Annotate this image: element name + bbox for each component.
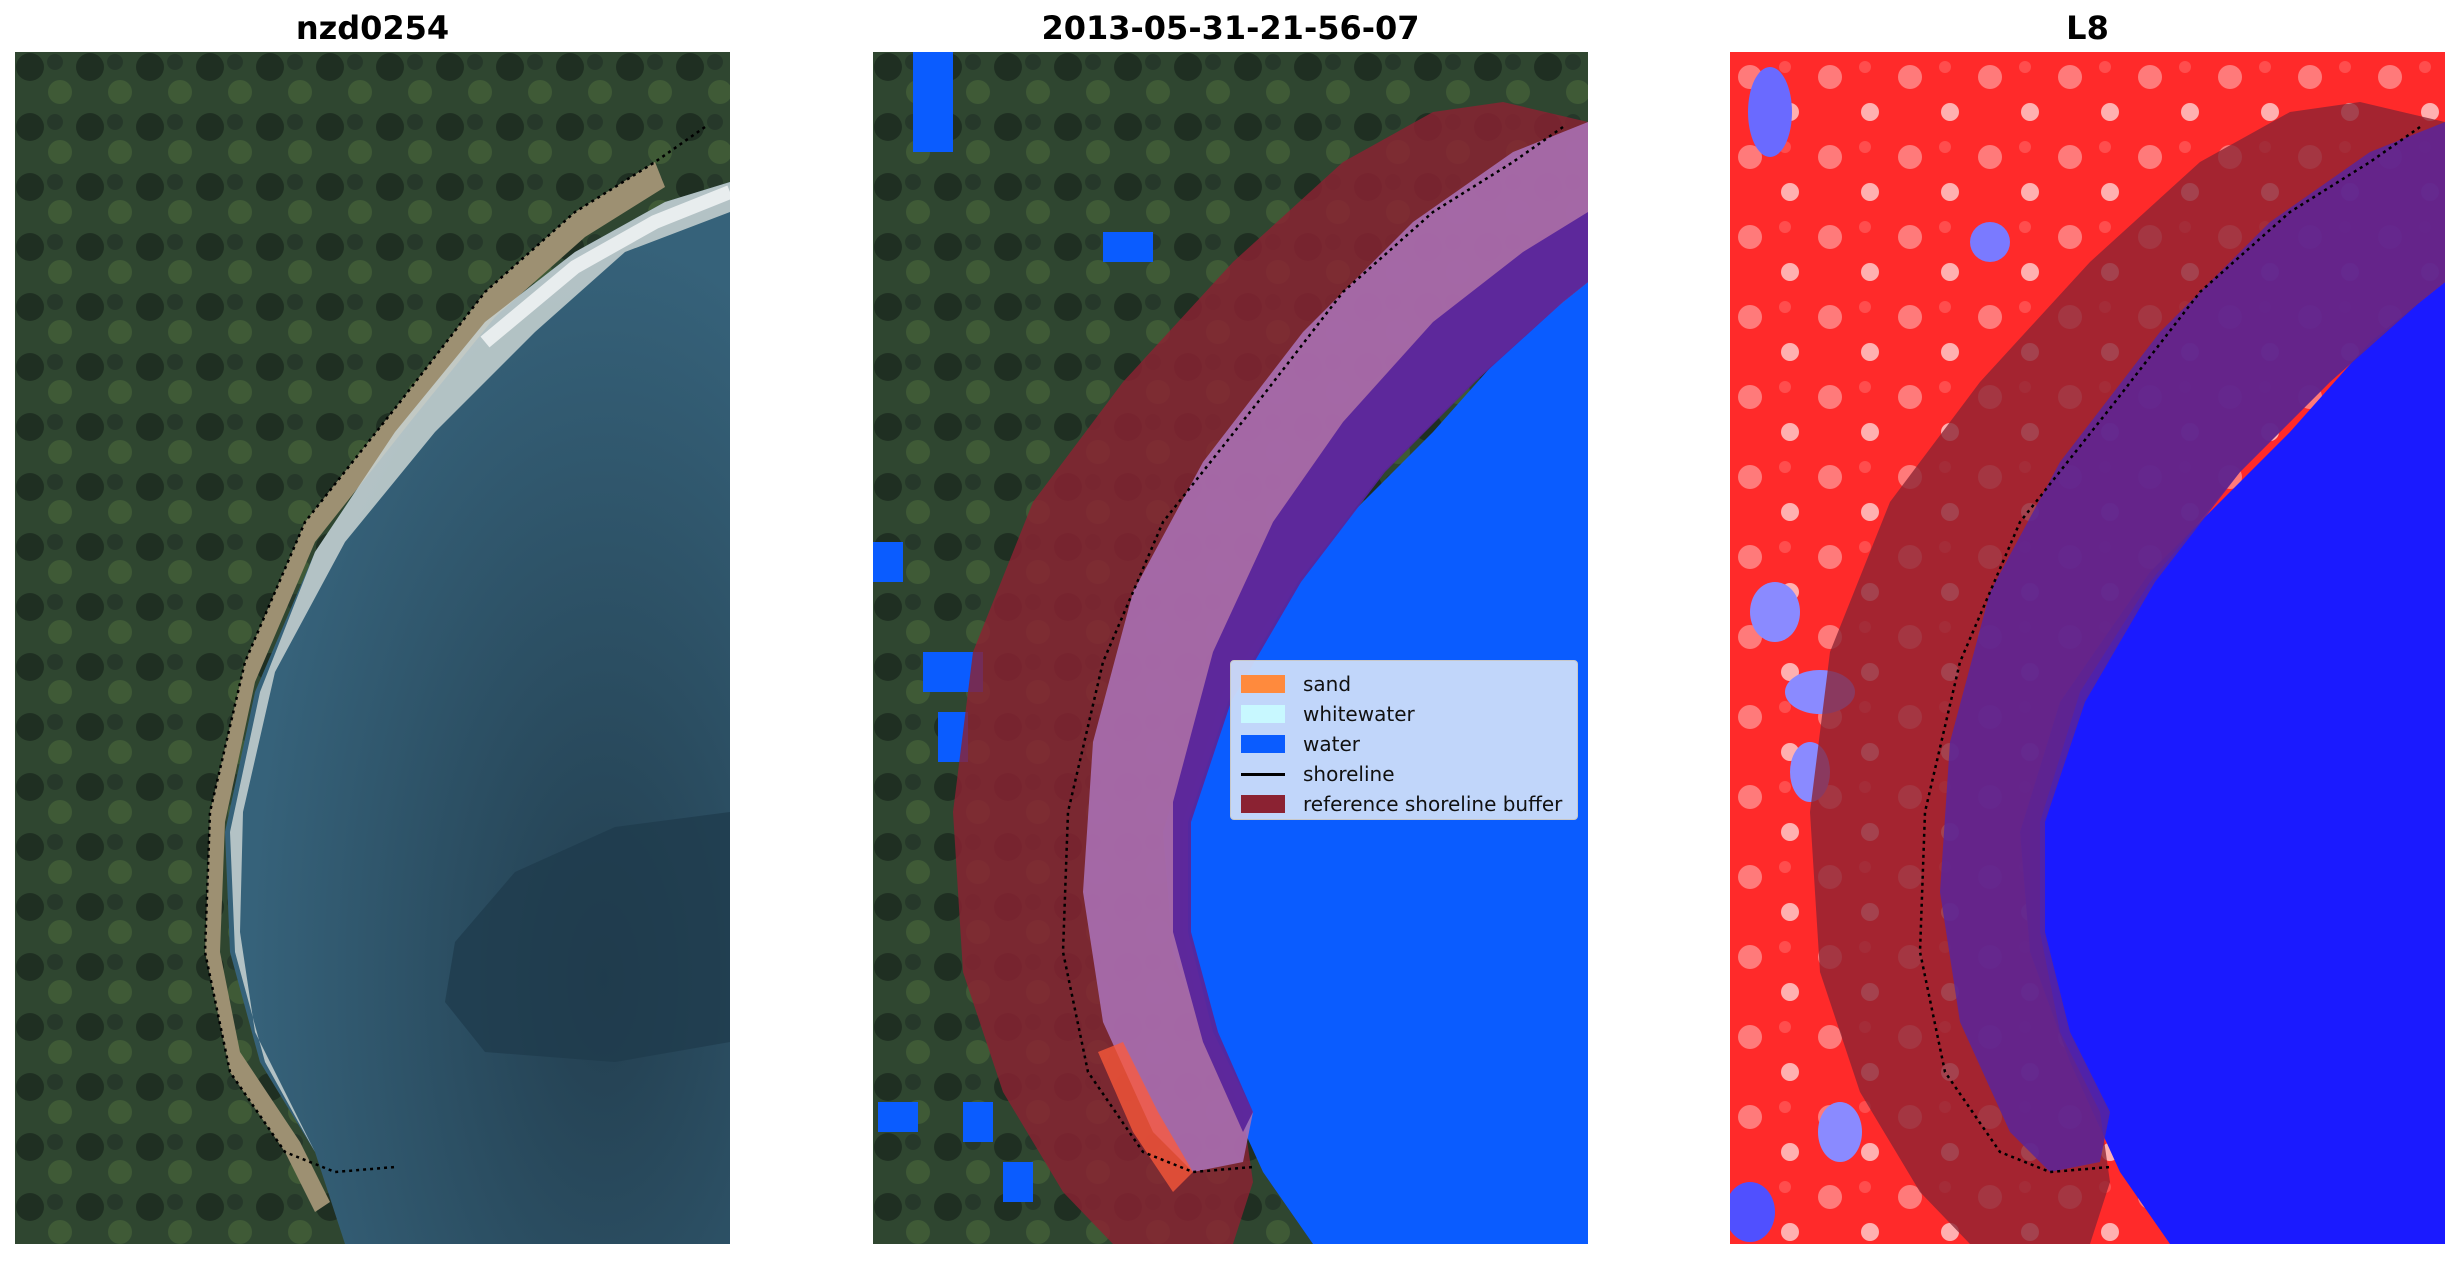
water-swatch	[1241, 735, 1285, 753]
sand-swatch	[1241, 675, 1285, 693]
index-image-panel	[1730, 52, 2445, 1244]
legend-item-shoreline: shoreline	[1241, 759, 1567, 789]
shoreline-line	[1918, 125, 2421, 1174]
legend-label: water	[1303, 732, 1360, 756]
classification-image	[873, 52, 1588, 1244]
l8-index-image	[1730, 52, 2445, 1244]
legend-label: shoreline	[1303, 762, 1395, 786]
rgb-satellite-image	[15, 52, 730, 1244]
classified-image-panel	[873, 52, 1588, 1244]
panel-title-3: L8	[2066, 9, 2109, 47]
legend-label: reference shoreline buffer	[1303, 792, 1563, 816]
rgb-image-panel	[15, 52, 730, 1244]
shoreline-swatch	[1241, 772, 1285, 776]
legend-item-water: water	[1241, 729, 1567, 759]
panel-title-2: 2013-05-31-21-56-07	[1041, 9, 1420, 47]
legend-item-sand: sand	[1241, 669, 1567, 699]
buffer-swatch	[1241, 795, 1285, 813]
legend-label: sand	[1303, 672, 1352, 696]
legend-item-whitewater: whitewater	[1241, 699, 1567, 729]
whitewater-swatch	[1241, 705, 1285, 723]
shoreline-line	[1061, 125, 1564, 1174]
legend: sand whitewater water shoreline referenc…	[1230, 660, 1578, 820]
panel-title-1: nzd0254	[295, 9, 450, 47]
legend-label: whitewater	[1303, 702, 1415, 726]
shoreline-line	[203, 125, 706, 1174]
legend-item-buffer: reference shoreline buffer	[1241, 789, 1567, 819]
